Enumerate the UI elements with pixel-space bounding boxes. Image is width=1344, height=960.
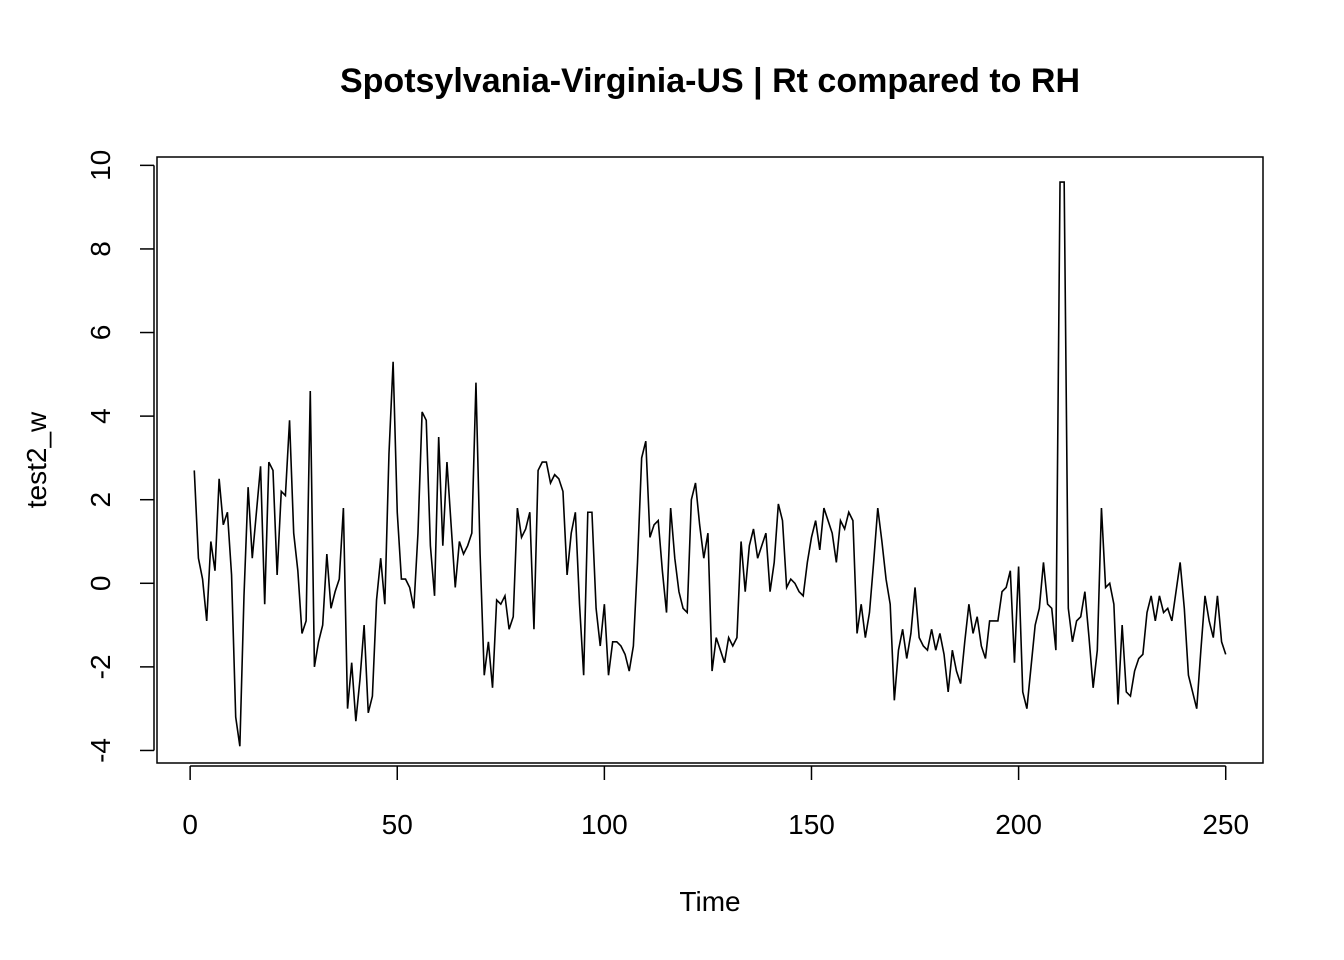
x-tick-label: 150 — [788, 809, 835, 840]
y-tick-label: -2 — [85, 654, 116, 679]
y-tick-label: 6 — [85, 325, 116, 341]
x-axis-label: Time — [679, 886, 740, 917]
x-tick-label: 200 — [995, 809, 1042, 840]
chart-title: Spotsylvania-Virginia-US | Rt compared t… — [340, 62, 1080, 100]
x-tick-label: 250 — [1202, 809, 1249, 840]
y-axis-label: test2_w — [21, 411, 52, 508]
y-tick-label: 0 — [85, 576, 116, 592]
x-tick-label: 50 — [382, 809, 413, 840]
series-line — [193, 181, 1227, 747]
y-tick-label: 8 — [85, 241, 116, 257]
y-tick-label: -4 — [85, 738, 116, 763]
y-tick-label: 4 — [85, 408, 116, 424]
plot-frame — [156, 156, 1264, 764]
x-axis: 0 50 100 150 200 250 — [182, 765, 1249, 840]
y-axis: -4 -2 0 2 4 6 8 10 — [85, 150, 155, 763]
y-tick-label: 10 — [85, 150, 116, 181]
x-tick-label: 100 — [581, 809, 628, 840]
y-tick-label: 2 — [85, 492, 116, 508]
x-tick-label: 0 — [182, 809, 198, 840]
series-line-group — [193, 181, 1227, 747]
